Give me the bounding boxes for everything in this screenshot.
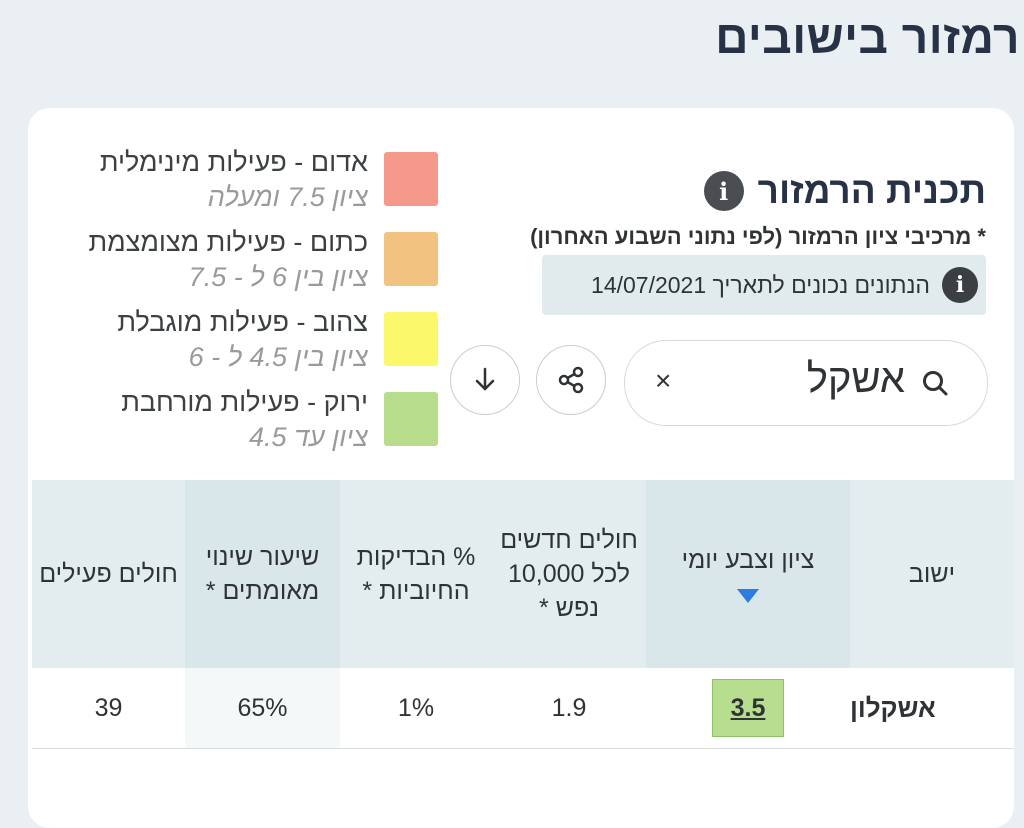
legend-swatch-red: [384, 152, 438, 206]
legend-label: ירוק - פעילות מורחבת: [121, 387, 368, 417]
info-icon[interactable]: i: [703, 171, 744, 211]
legend-swatch-yellow: [384, 312, 438, 366]
legend-label: אדום - פעילות מינימלית: [99, 147, 368, 177]
download-button[interactable]: [450, 345, 520, 415]
column-header-label: ציון וצבע יומי: [681, 546, 815, 574]
plan-title: תכנית הרמזור: [757, 170, 986, 211]
column-header-new-cases[interactable]: חולים חדשים לכל 10,000 נפש *: [492, 480, 646, 668]
table-header: ישוב ציון וצבע יומי חולים חדשים לכל 10,0…: [32, 480, 1014, 668]
score-cell: 3.5: [646, 668, 850, 748]
column-header-score[interactable]: ציון וצבע יומי: [646, 480, 850, 668]
search-field[interactable]: אשקל ×: [624, 340, 988, 426]
legend-swatch-green: [384, 392, 438, 446]
color-legend: אדום - פעילות מינימלית ציון 7.5 ומעלה כת…: [28, 108, 438, 458]
legend-range: ציון בין 6 ל - 7.5: [188, 262, 368, 292]
column-header-positive[interactable]: % הבדיקות החיוביות *: [340, 480, 492, 668]
legend-item-green: ירוק - פעילות מורחבת ציון עד 4.5: [28, 382, 438, 462]
download-icon: [475, 367, 495, 391]
table-row[interactable]: אשקלון 3.5 1.9 1% 65% 39: [32, 668, 1014, 749]
clear-icon[interactable]: ×: [655, 365, 672, 396]
date-notice: i הנתונים נכונים לתאריך 14/07/2021: [542, 255, 986, 315]
column-header-active[interactable]: חולים פעילים: [32, 480, 185, 668]
legend-label: כתום - פעילות מצומצמת: [88, 227, 368, 257]
traffic-light-card: אדום - פעילות מינימלית ציון 7.5 ומעלה כת…: [28, 108, 1014, 828]
legend-range: ציון עד 4.5: [249, 422, 368, 452]
date-note: הנתונים נכונים לתאריך 14/07/2021: [591, 271, 930, 298]
column-header-label: שיעור שינוי מאומתים *: [205, 543, 320, 605]
legend-item-orange: כתום - פעילות מצומצמת ציון בין 6 ל - 7.5: [28, 222, 438, 302]
components-note: * מרכיבי ציון הרמזור (לפי נתוני השבוע הא…: [530, 224, 986, 249]
legend-label: צהוב - פעילות מוגבלת: [117, 307, 368, 337]
share-button[interactable]: [536, 345, 606, 415]
legend-item-yellow: צהוב - פעילות מוגבלת ציון בין 4.5 ל - 6: [28, 302, 438, 382]
column-header-label: חולים פעילים: [39, 560, 178, 588]
page-title: רמזור בישובים: [715, 11, 1020, 63]
info-icon[interactable]: i: [942, 267, 978, 303]
column-header-label: חולים חדשים לכל 10,000 נפש *: [500, 526, 638, 622]
column-header-label: % הבדיקות החיוביות *: [356, 543, 476, 605]
column-header-city[interactable]: ישוב: [850, 480, 1014, 668]
score-badge[interactable]: 3.5: [712, 679, 784, 737]
plan-header: תכנית הרמזור i: [703, 166, 986, 216]
share-icon: [558, 366, 584, 394]
legend-range: ציון בין 4.5 ל - 6: [188, 342, 368, 372]
legend-range: ציון 7.5 ומעלה: [207, 182, 368, 212]
legend-swatch-orange: [384, 232, 438, 286]
active-cell: 39: [94, 693, 123, 722]
change-cell: 65%: [185, 668, 340, 748]
positive-cell: 1%: [397, 693, 435, 722]
search-icon: [923, 371, 948, 396]
column-header-label: ישוב: [908, 560, 956, 588]
sort-down-icon[interactable]: [735, 587, 761, 605]
legend-item-red: אדום - פעילות מינימלית ציון 7.5 ומעלה: [28, 142, 438, 222]
city-cell: אשקלון: [850, 692, 936, 723]
column-header-change[interactable]: שיעור שינוי מאומתים *: [185, 480, 340, 668]
new-cases-cell: 1.9: [551, 693, 587, 722]
search-input[interactable]: אשקל: [806, 357, 905, 401]
